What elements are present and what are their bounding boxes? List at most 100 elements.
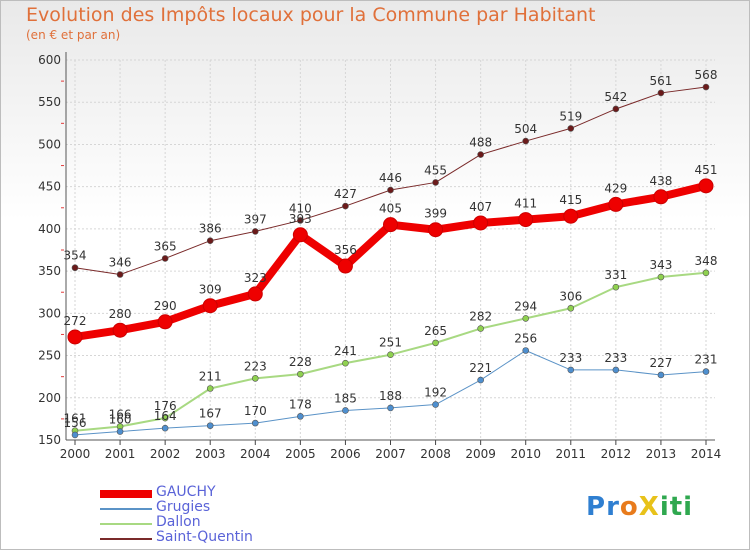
y-tick-label: 550 (38, 95, 61, 109)
data-point-saint-quentin (567, 125, 575, 132)
data-label-saint-quentin: 561 (649, 74, 672, 88)
data-point-grugies (116, 428, 124, 435)
data-label-gauchy: 393 (289, 212, 312, 226)
data-label-saint-quentin: 519 (559, 109, 582, 123)
data-point-saint-quentin (297, 217, 304, 224)
data-point-saint-quentin (657, 89, 665, 97)
data-point-gauchy (337, 258, 353, 274)
data-label-grugies: 227 (649, 356, 672, 370)
data-point-grugies (432, 401, 439, 408)
x-tick-label: 2014 (691, 447, 722, 461)
data-label-gauchy: 438 (649, 174, 672, 188)
data-point-dallon (342, 359, 349, 367)
data-label-grugies: 233 (604, 351, 627, 365)
data-label-dallon: 294 (514, 299, 537, 313)
data-label-gauchy: 411 (514, 197, 537, 211)
data-label-grugies: 185 (334, 391, 357, 405)
y-tick-label: 250 (38, 349, 61, 363)
data-point-dallon (297, 370, 304, 378)
data-point-dallon (477, 325, 484, 332)
data-point-gauchy (428, 222, 444, 238)
x-tick-label: 2004 (240, 447, 271, 461)
legend-swatch-saint-quentin (100, 538, 152, 540)
data-point-gauchy (247, 286, 263, 302)
data-point-dallon (702, 269, 710, 277)
data-label-saint-quentin: 488 (469, 136, 492, 150)
data-point-grugies (657, 371, 665, 379)
x-tick-label: 2007 (375, 447, 406, 461)
x-tick-label: 2006 (330, 447, 361, 461)
data-label-dallon: 176 (154, 399, 177, 413)
x-tick-label: 2001 (105, 447, 136, 461)
data-label-grugies: 160 (109, 413, 132, 427)
data-point-dallon (206, 385, 214, 392)
data-point-dallon (657, 273, 665, 281)
legend-label-dallon: Dallon (156, 514, 201, 530)
y-tick-label: 200 (38, 391, 61, 405)
data-point-gauchy (653, 189, 669, 205)
data-label-gauchy: 429 (604, 181, 627, 195)
data-label-grugies: 188 (379, 389, 402, 403)
data-point-grugies (702, 368, 710, 375)
x-tick-label: 2002 (150, 447, 181, 461)
data-point-grugies (522, 347, 530, 354)
data-point-saint-quentin (251, 228, 259, 235)
data-point-gauchy (563, 208, 579, 224)
data-point-saint-quentin (432, 179, 439, 186)
data-label-dallon: 241 (334, 344, 357, 358)
x-tick-label: 2000 (60, 447, 91, 461)
data-label-saint-quentin: 365 (154, 239, 177, 253)
data-label-grugies: 156 (64, 416, 87, 430)
data-label-saint-quentin: 346 (109, 255, 132, 269)
data-label-saint-quentin: 446 (379, 171, 402, 185)
data-point-dallon (251, 375, 259, 382)
data-point-grugies (567, 366, 575, 374)
legend-swatch-grugies (100, 508, 152, 510)
data-label-gauchy: 356 (334, 243, 357, 257)
data-label-saint-quentin: 397 (244, 212, 267, 226)
y-tick-label: 350 (38, 264, 61, 278)
data-label-gauchy: 323 (244, 271, 267, 285)
data-point-grugies (612, 366, 620, 374)
legend-label-saint-quentin: Saint-Quentin (156, 529, 253, 545)
data-point-gauchy (202, 298, 218, 314)
data-label-saint-quentin: 568 (695, 68, 718, 82)
x-tick-label: 2009 (465, 447, 496, 461)
data-point-saint-quentin (702, 83, 710, 91)
data-label-grugies: 192 (424, 386, 447, 400)
x-tick-label: 2011 (556, 447, 587, 461)
data-label-grugies: 170 (244, 404, 267, 418)
legend-swatch-dallon (100, 523, 152, 525)
data-point-gauchy (698, 178, 714, 194)
y-tick-label: 450 (38, 180, 61, 194)
data-point-dallon (432, 339, 439, 347)
data-point-gauchy (112, 322, 128, 338)
data-label-gauchy: 405 (379, 202, 402, 216)
data-label-dallon: 161 (64, 412, 87, 426)
data-label-dallon: 166 (109, 407, 132, 421)
data-label-grugies: 221 (469, 361, 492, 375)
data-point-gauchy (157, 314, 173, 330)
data-label-grugies: 178 (289, 397, 312, 411)
data-point-saint-quentin (71, 264, 79, 272)
data-label-saint-quentin: 354 (64, 249, 87, 263)
data-point-saint-quentin (612, 105, 620, 113)
logo-letter: r (606, 492, 620, 522)
x-tick-label: 2005 (285, 447, 316, 461)
data-point-dallon (567, 304, 575, 312)
data-label-grugies: 231 (695, 353, 718, 367)
data-point-grugies (342, 407, 349, 414)
data-label-dallon: 282 (469, 310, 492, 324)
data-label-dallon: 348 (695, 254, 718, 268)
data-label-saint-quentin: 455 (424, 163, 447, 177)
logo-letter: i (659, 492, 670, 522)
data-point-grugies (71, 431, 79, 439)
data-point-saint-quentin (206, 237, 214, 245)
chart-subtitle: (en € et par an) (26, 28, 121, 42)
x-tick-label: 2013 (646, 447, 677, 461)
logo-letter: i (683, 492, 694, 522)
data-point-saint-quentin (477, 151, 484, 158)
data-label-gauchy: 290 (154, 299, 177, 313)
data-label-grugies: 164 (154, 409, 177, 423)
